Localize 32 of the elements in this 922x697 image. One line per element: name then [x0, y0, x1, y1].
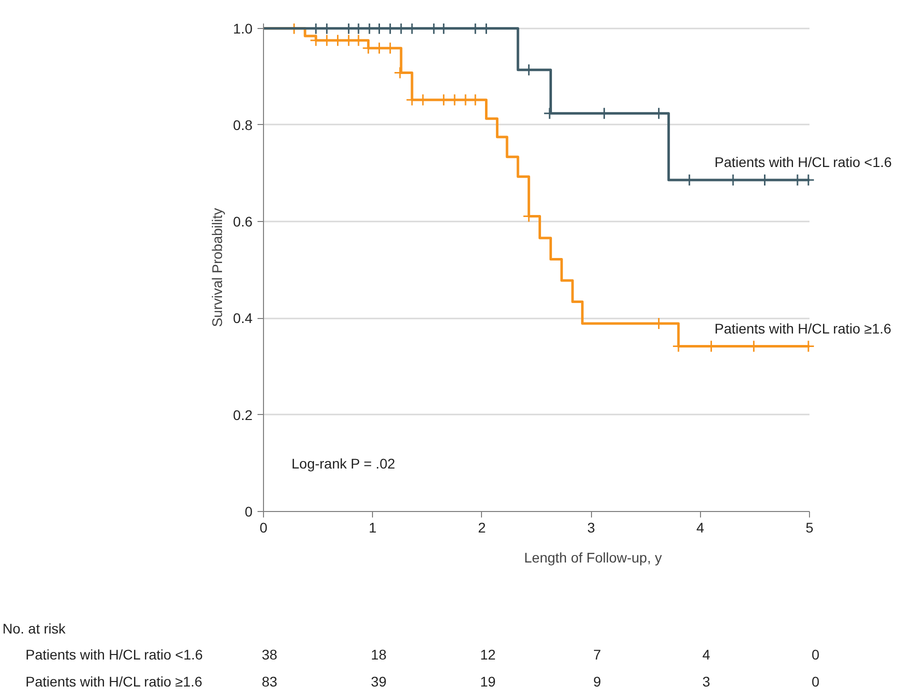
- x-tick-label: 1: [368, 520, 377, 536]
- text: 0: [812, 674, 820, 690]
- text: 4: [702, 646, 710, 662]
- y-tick-label: 0.6: [233, 214, 253, 230]
- text: 38: [262, 646, 278, 662]
- x-tick-label: 5: [806, 520, 814, 536]
- text: 12: [480, 646, 496, 662]
- text: 7: [593, 646, 602, 662]
- text: Patients with H/CL ratio <1.6: [26, 646, 204, 662]
- x-tick-label: 3: [587, 520, 596, 536]
- annotation: Log-rank P = .02: [292, 456, 396, 472]
- y-tick-label: 0.2: [233, 406, 253, 423]
- y-tick-label: 0: [244, 504, 253, 520]
- text: 9: [593, 674, 602, 690]
- text: 18: [370, 646, 387, 662]
- x-axis-title: Length of Follow-up, y: [524, 550, 662, 566]
- text: 39: [370, 674, 387, 690]
- text: Patients with H/CL ratio ≥1.6: [26, 674, 203, 690]
- y-tick-label: 1.0: [233, 20, 253, 36]
- series-label: Patients with H/CL ratio ≥1.6: [714, 320, 892, 336]
- x-tick-label: 0: [260, 520, 268, 536]
- y-tick-label: 0.8: [233, 116, 253, 133]
- text: 83: [262, 674, 278, 690]
- text: 3: [702, 674, 710, 690]
- text: 19: [480, 674, 496, 690]
- y-axis-title: Survival Probability: [209, 208, 226, 328]
- text: No. at risk: [2, 620, 67, 636]
- text: 0: [812, 646, 820, 662]
- y-tick-label: 0.4: [233, 310, 253, 326]
- series-label: Patients with H/CL ratio <1.6: [714, 154, 892, 170]
- x-tick-label: 2: [478, 520, 486, 536]
- x-tick-label: 4: [696, 520, 704, 536]
